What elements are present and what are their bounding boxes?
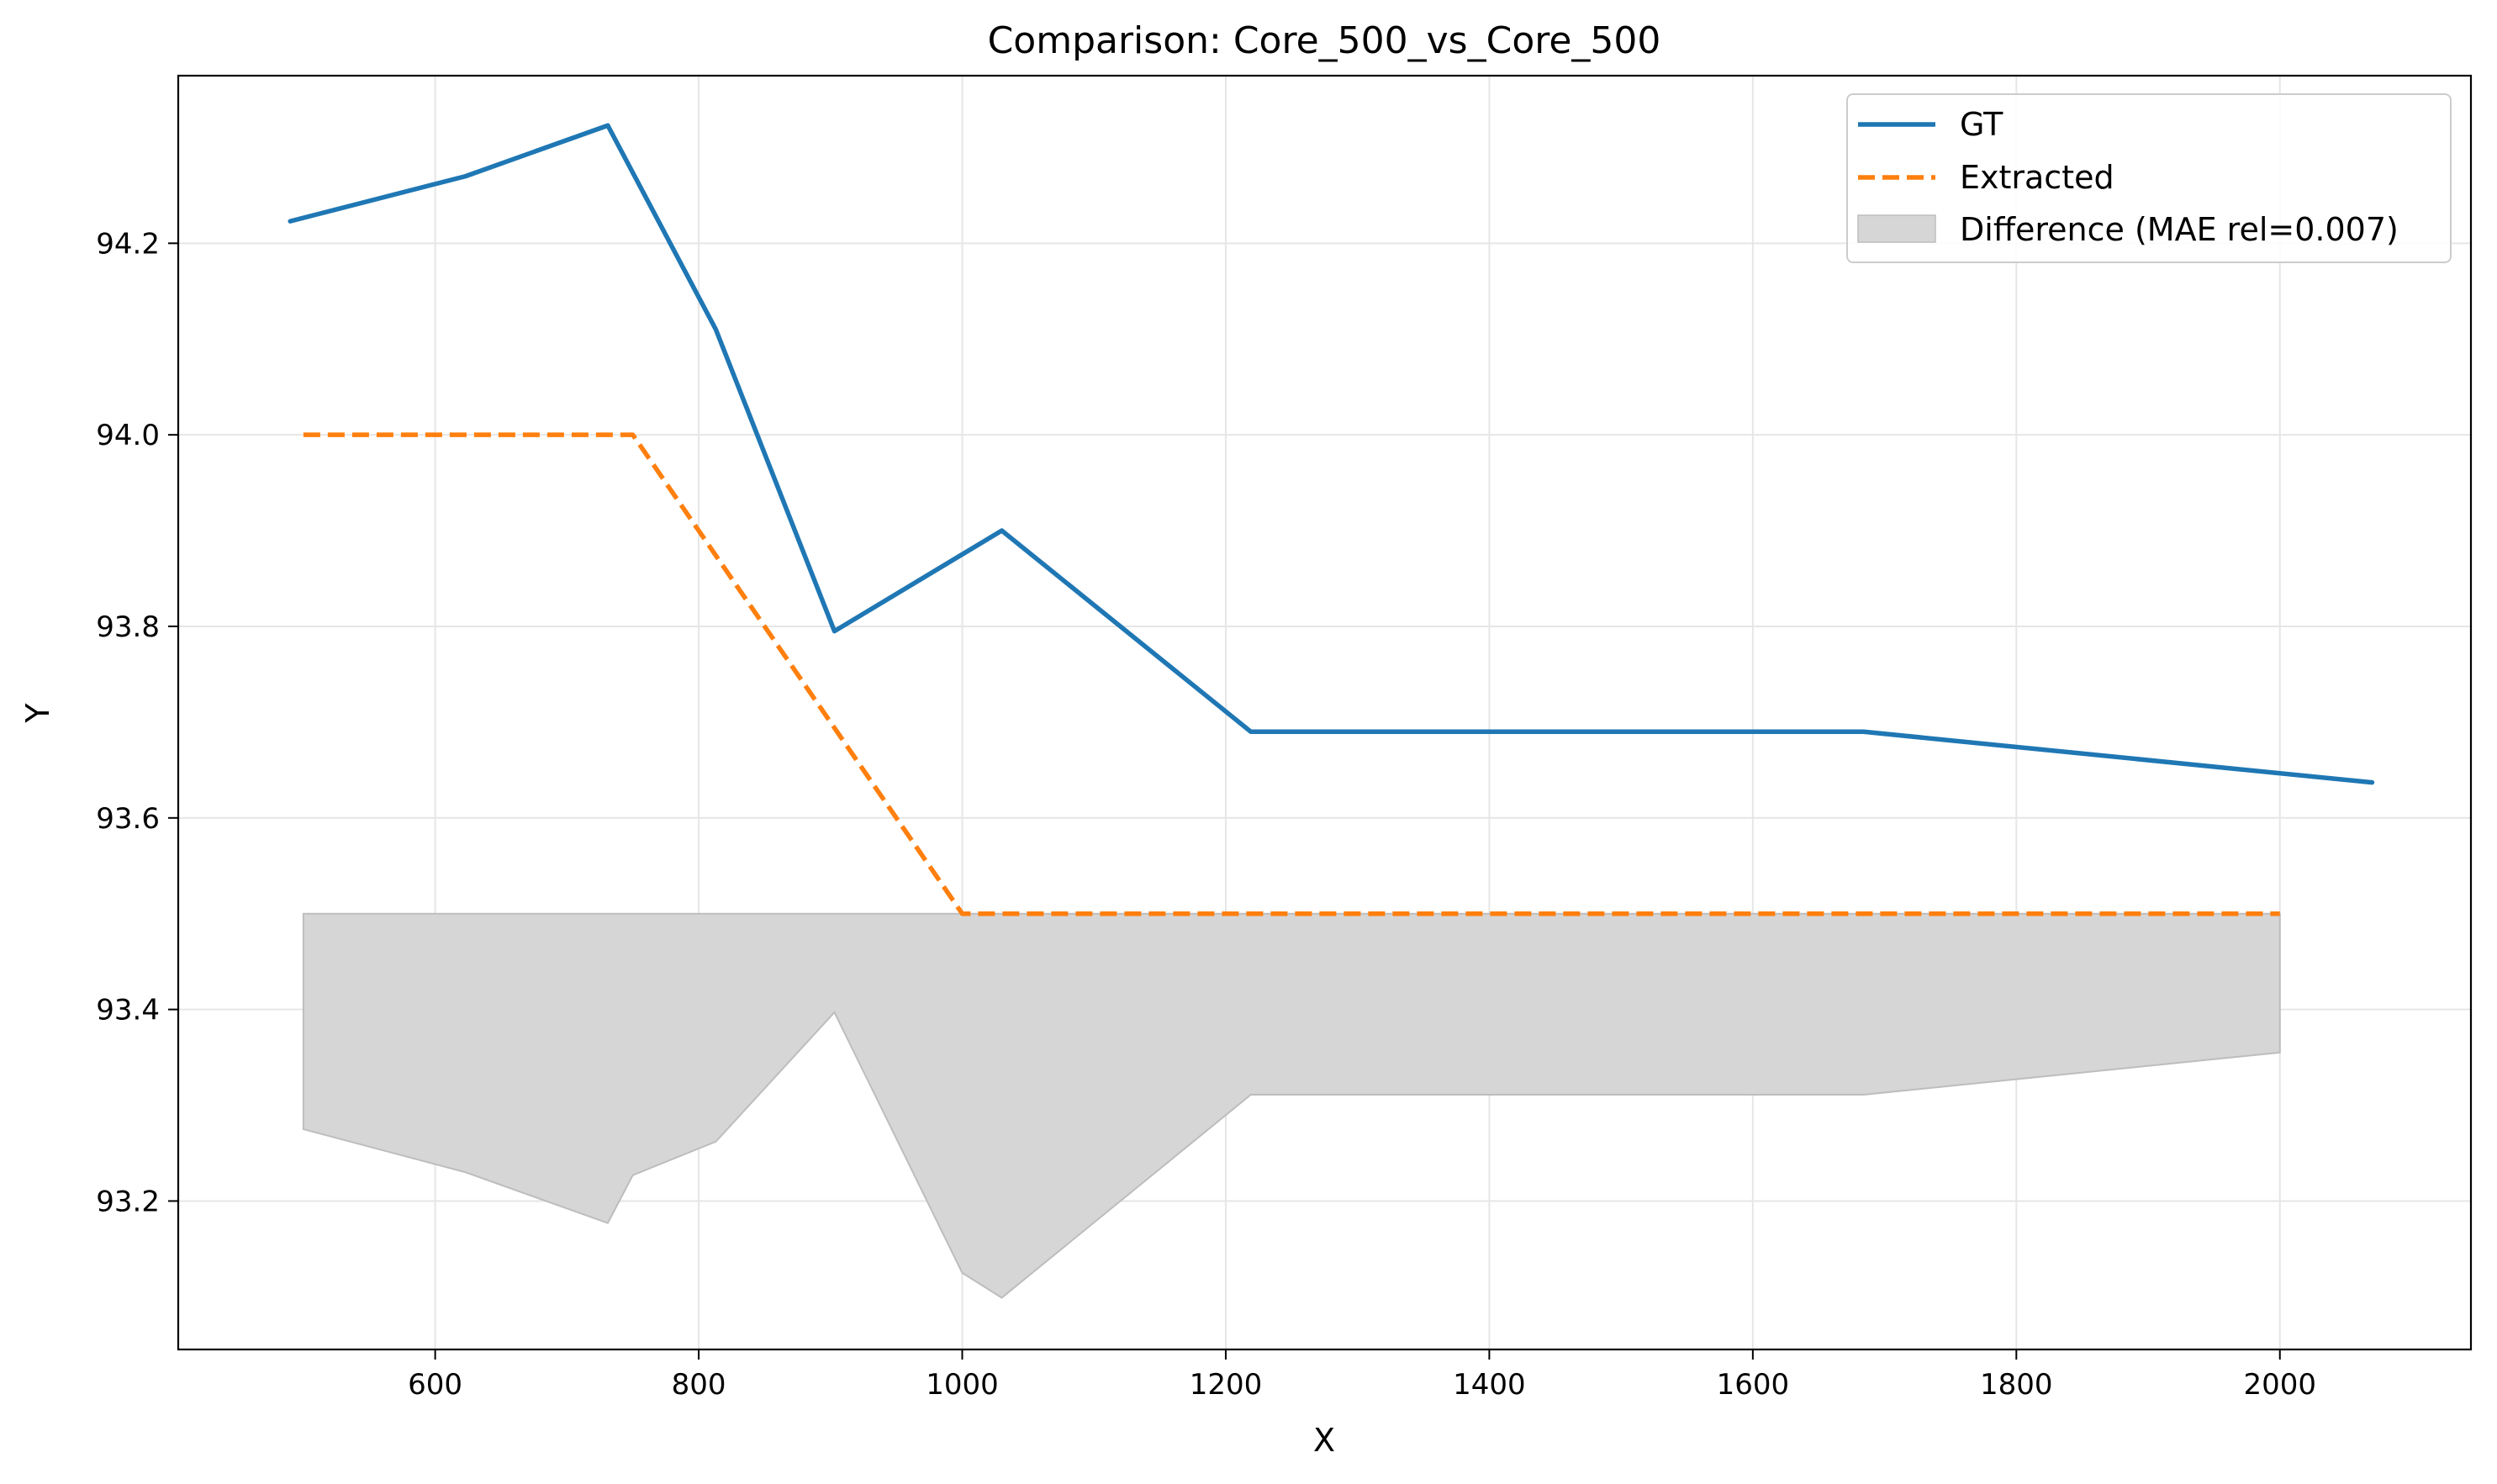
series-lines — [288, 123, 2375, 916]
y-axis-label: Y — [19, 703, 56, 724]
x-axis-ticks: 600 800 1000 1200 1400 1600 1800 2000 — [408, 1349, 2316, 1402]
difference-area — [302, 912, 2281, 1299]
legend-label-gt: GT — [1960, 106, 2003, 143]
x-tick-label: 1800 — [1980, 1368, 2053, 1402]
y-tick-label: 93.8 — [96, 610, 160, 644]
y-tick-label: 93.2 — [96, 1185, 160, 1218]
legend-swatch-difference — [1857, 214, 1936, 243]
x-tick-label: 1000 — [926, 1368, 999, 1402]
legend-label-extracted: Extracted — [1960, 159, 2114, 196]
y-tick-label: 94.2 — [96, 227, 160, 261]
y-tick-label: 94.0 — [96, 419, 160, 452]
y-tick-label: 93.4 — [96, 994, 160, 1027]
y-axis-ticks: 93.2 93.4 93.6 93.8 94.0 94.2 — [96, 227, 178, 1218]
x-tick-label: 600 — [408, 1368, 462, 1402]
legend-box — [1846, 93, 2452, 263]
series-line-extracted — [303, 432, 2280, 916]
chart-title: Comparison: Core_500_vs_Core_500 — [988, 19, 1661, 62]
legend-label-difference: Difference (MAE rel=0.007) — [1960, 211, 2399, 248]
x-tick-label: 800 — [672, 1368, 726, 1402]
legend: GT Extracted Difference (MAE rel=0.007) — [1846, 93, 2452, 263]
series-line-gt — [288, 123, 2375, 785]
x-tick-label: 1200 — [1190, 1368, 1263, 1402]
x-tick-label: 2000 — [2243, 1368, 2316, 1402]
difference-band — [302, 912, 2281, 1299]
x-tick-label: 1600 — [1717, 1368, 1790, 1402]
x-tick-label: 1400 — [1453, 1368, 1526, 1402]
plot-frame — [177, 74, 2473, 1351]
y-tick-label: 93.6 — [96, 802, 160, 836]
x-axis-label: X — [1313, 1422, 1335, 1459]
